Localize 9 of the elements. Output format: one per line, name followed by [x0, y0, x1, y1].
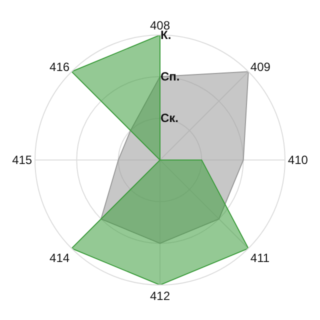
- spoke-label: 414: [50, 250, 70, 265]
- y-tick-label: Сп.: [160, 70, 180, 84]
- y-tick-label: Ск.: [160, 111, 179, 126]
- spoke-label: 416: [50, 60, 70, 74]
- spoke-label: 409: [250, 60, 271, 74]
- spoke-label: 412: [150, 288, 170, 303]
- spoke-label: 415: [12, 153, 32, 168]
- spoke-label: 410: [288, 153, 308, 168]
- spoke-label: 411: [250, 250, 270, 265]
